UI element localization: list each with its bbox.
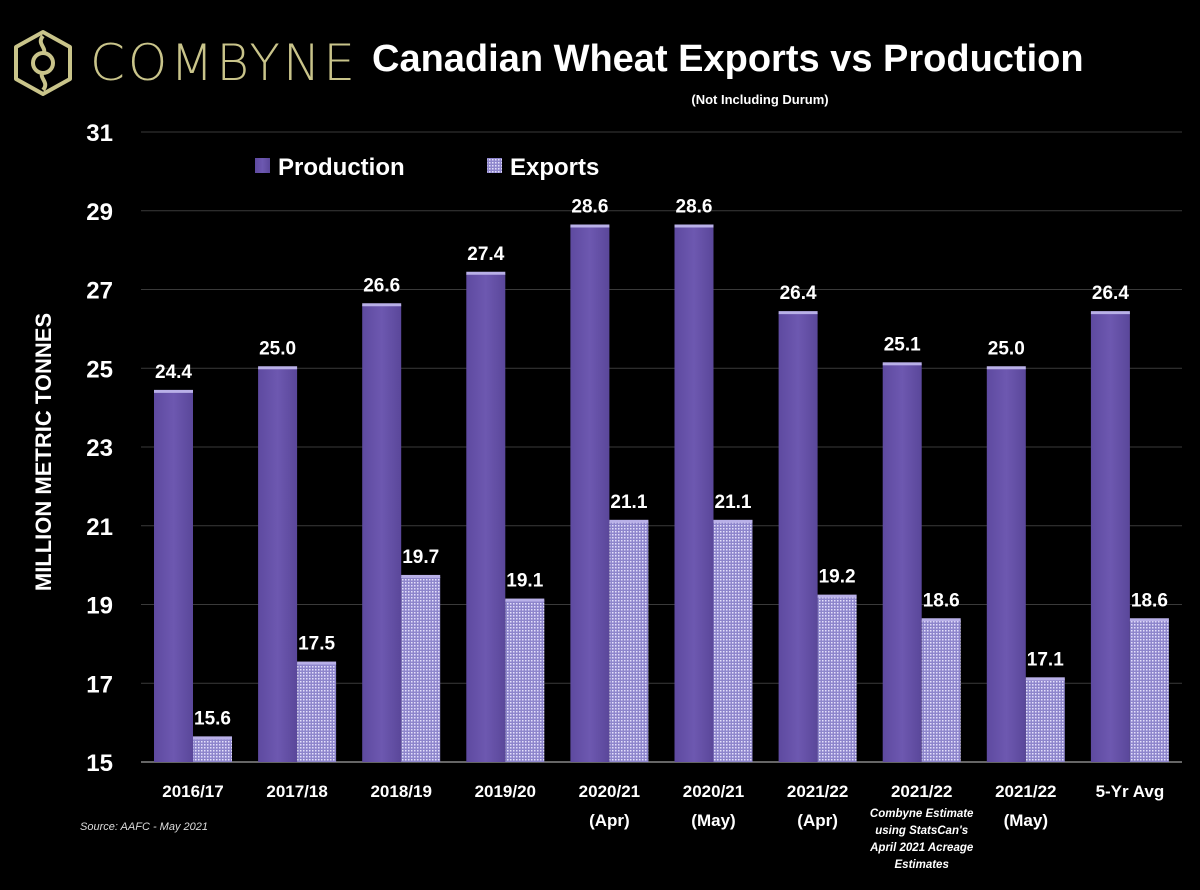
bar-production	[1090, 313, 1130, 762]
legend-label-exports: Exports	[510, 154, 599, 181]
data-label: 26.6	[363, 275, 400, 296]
bar-top-highlight	[258, 366, 298, 370]
data-label: 25.1	[884, 334, 921, 355]
bar-exports	[401, 576, 441, 762]
data-label: 19.2	[819, 567, 856, 588]
data-label: 17.1	[1027, 649, 1064, 670]
bar-exports	[505, 600, 545, 762]
legend-label-production: Production	[278, 154, 405, 181]
data-label: 15.6	[194, 708, 231, 729]
combyne-logo-icon	[14, 30, 72, 96]
data-label: 28.6	[676, 197, 713, 218]
bar-production	[258, 368, 298, 762]
x-tick-label: 2020/21	[579, 782, 640, 801]
bar-production	[778, 313, 818, 762]
y-tick-label: 19	[86, 593, 113, 620]
data-label: 26.4	[1092, 283, 1129, 304]
bar-top-highlight	[570, 224, 610, 228]
bar-top-highlight	[297, 661, 337, 665]
data-label: 18.6	[923, 590, 960, 611]
bar-top-highlight	[986, 366, 1026, 370]
data-label: 19.7	[402, 547, 439, 568]
bar-production	[882, 364, 922, 762]
bar-top-highlight	[609, 519, 649, 523]
x-tick-note: April 2021 Acreage	[869, 842, 974, 854]
y-tick-label: 31	[86, 120, 113, 147]
bar-top-highlight	[713, 519, 753, 523]
bar-exports	[817, 596, 857, 762]
chart-title: Canadian Wheat Exports vs Production	[372, 38, 1084, 80]
x-tick-label: 2016/17	[162, 782, 223, 801]
bar-production	[986, 368, 1026, 762]
bar-top-highlight	[505, 598, 545, 602]
bar-top-highlight	[778, 311, 818, 315]
source-note: Source: AAFC - May 2021	[80, 821, 208, 833]
bar-production	[674, 226, 714, 762]
y-tick-label: 15	[86, 750, 113, 777]
logo-text: COMBYNE	[90, 34, 358, 92]
combyne-logo: COMBYNE	[8, 28, 358, 98]
x-tick-sublabel: (Apr)	[797, 811, 838, 830]
data-label: 24.4	[155, 362, 192, 383]
bar-top-highlight	[921, 618, 961, 622]
bar-production	[570, 226, 610, 762]
y-tick-label: 21	[86, 514, 113, 541]
x-tick-label: 2017/18	[266, 782, 327, 801]
bar-top-highlight	[674, 224, 714, 228]
y-tick-label: 23	[86, 435, 113, 462]
data-label: 26.4	[780, 283, 817, 304]
legend-swatch-production	[255, 158, 270, 173]
bar-top-highlight	[817, 594, 857, 598]
bar-exports	[609, 521, 649, 762]
x-tick-note: Combyne Estimate	[870, 808, 974, 820]
y-tick-label: 17	[86, 671, 113, 698]
chart-subtitle: (Not Including Durum)	[691, 92, 829, 107]
data-label: 21.1	[715, 492, 752, 513]
y-tick-label: 25	[86, 356, 113, 383]
y-tick-label: 27	[86, 278, 113, 305]
bar-top-highlight	[154, 389, 193, 393]
y-tick-label: 29	[86, 199, 113, 226]
x-tick-label: 2018/19	[370, 782, 431, 801]
bar-top-highlight	[466, 271, 506, 275]
bar-exports	[193, 738, 232, 762]
x-tick-note: using StatsCan's	[875, 825, 968, 837]
bar-top-highlight	[193, 736, 232, 740]
x-tick-label: 2021/22	[787, 782, 848, 801]
x-tick-label: 5-Yr Avg	[1096, 782, 1165, 801]
bar-top-highlight	[1129, 618, 1169, 622]
x-tick-sublabel: (May)	[1004, 811, 1048, 830]
data-label: 21.1	[610, 492, 647, 513]
x-tick-label: 2021/22	[891, 782, 952, 801]
x-tick-sublabel: (May)	[691, 811, 735, 830]
data-label: 27.4	[467, 244, 504, 265]
x-tick-label: 2020/21	[683, 782, 744, 801]
bar-exports	[1025, 679, 1065, 762]
data-label: 18.6	[1131, 590, 1168, 611]
data-label: 19.1	[506, 571, 543, 592]
bar-top-highlight	[1090, 311, 1130, 315]
bar-production	[154, 391, 193, 762]
bar-exports	[297, 663, 337, 762]
x-tick-label: 2019/20	[475, 782, 536, 801]
bar-production	[466, 273, 506, 762]
data-label: 28.6	[571, 197, 608, 218]
bar-exports	[713, 521, 753, 762]
bar-top-highlight	[882, 362, 922, 366]
bar-top-highlight	[362, 303, 402, 307]
bar-top-highlight	[1025, 677, 1065, 681]
bar-production	[362, 305, 402, 762]
bar-exports	[1129, 620, 1169, 762]
data-label: 17.5	[298, 634, 335, 655]
legend-swatch-exports	[487, 158, 502, 173]
x-tick-sublabel: (Apr)	[589, 811, 630, 830]
bar-top-highlight	[401, 574, 441, 578]
bar-exports	[921, 620, 961, 762]
x-tick-note: Estimates	[895, 859, 949, 871]
data-label: 25.0	[988, 338, 1025, 359]
data-label: 25.0	[259, 338, 296, 359]
x-tick-label: 2021/22	[995, 782, 1056, 801]
